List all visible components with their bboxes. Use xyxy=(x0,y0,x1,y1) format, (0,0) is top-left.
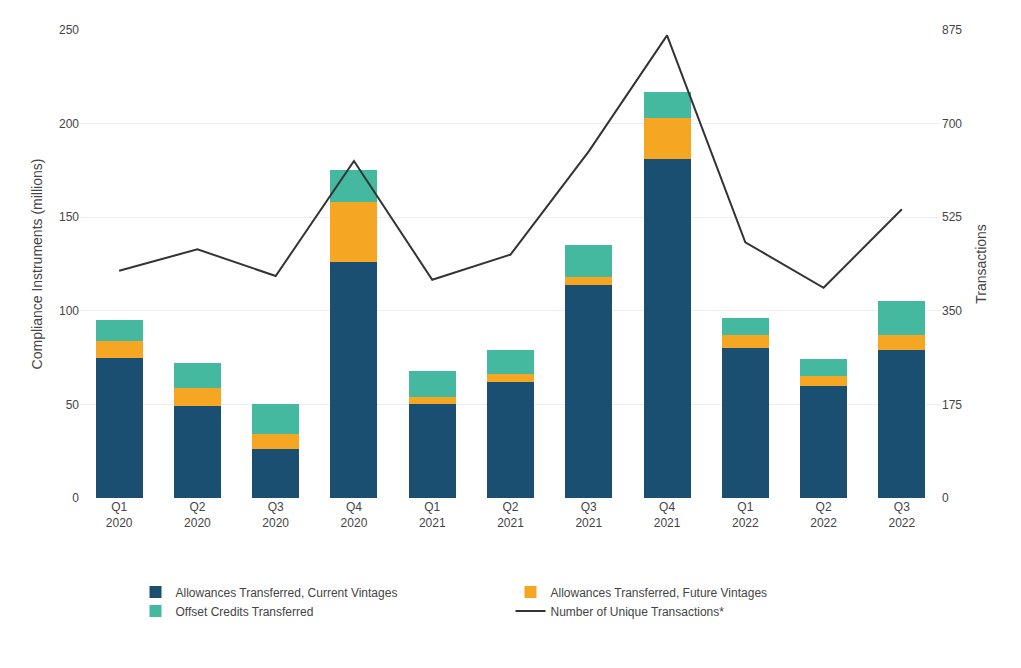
svg-text:Q42021: Q42021 xyxy=(654,500,681,530)
svg-text:Compliance Instruments (millio: Compliance Instruments (millions) xyxy=(29,159,45,370)
svg-text:Q12021: Q12021 xyxy=(419,500,446,530)
svg-text:Q12022: Q12022 xyxy=(732,500,759,530)
svg-text:Q12020: Q12020 xyxy=(106,500,133,530)
svg-text:Q42020: Q42020 xyxy=(341,500,368,530)
svg-text:100: 100 xyxy=(59,304,79,318)
svg-text:Number of Unique Transactions*: Number of Unique Transactions* xyxy=(551,605,725,619)
svg-text:Allowances Transferred, Future: Allowances Transferred, Future Vintages xyxy=(551,586,768,600)
svg-text:50: 50 xyxy=(66,398,80,412)
svg-text:700: 700 xyxy=(942,117,962,131)
svg-text:0: 0 xyxy=(72,491,79,505)
svg-text:250: 250 xyxy=(59,23,79,37)
svg-text:Q32020: Q32020 xyxy=(262,500,289,530)
svg-text:Allowances Transferred, Curren: Allowances Transferred, Current Vintages xyxy=(176,586,398,600)
svg-text:525: 525 xyxy=(942,210,962,224)
svg-text:0: 0 xyxy=(942,491,949,505)
svg-text:150: 150 xyxy=(59,210,79,224)
svg-text:200: 200 xyxy=(59,117,79,131)
svg-text:Q22021: Q22021 xyxy=(497,500,524,530)
svg-text:Offset Credits Transferred: Offset Credits Transferred xyxy=(176,605,314,619)
svg-text:Transactions: Transactions xyxy=(973,224,989,304)
svg-text:Q22020: Q22020 xyxy=(184,500,211,530)
svg-text:350: 350 xyxy=(942,304,962,318)
svg-text:Q32022: Q32022 xyxy=(889,500,916,530)
svg-text:175: 175 xyxy=(942,398,962,412)
svg-text:Q32021: Q32021 xyxy=(575,500,602,530)
svg-text:875: 875 xyxy=(942,23,962,37)
svg-text:Q22022: Q22022 xyxy=(810,500,837,530)
